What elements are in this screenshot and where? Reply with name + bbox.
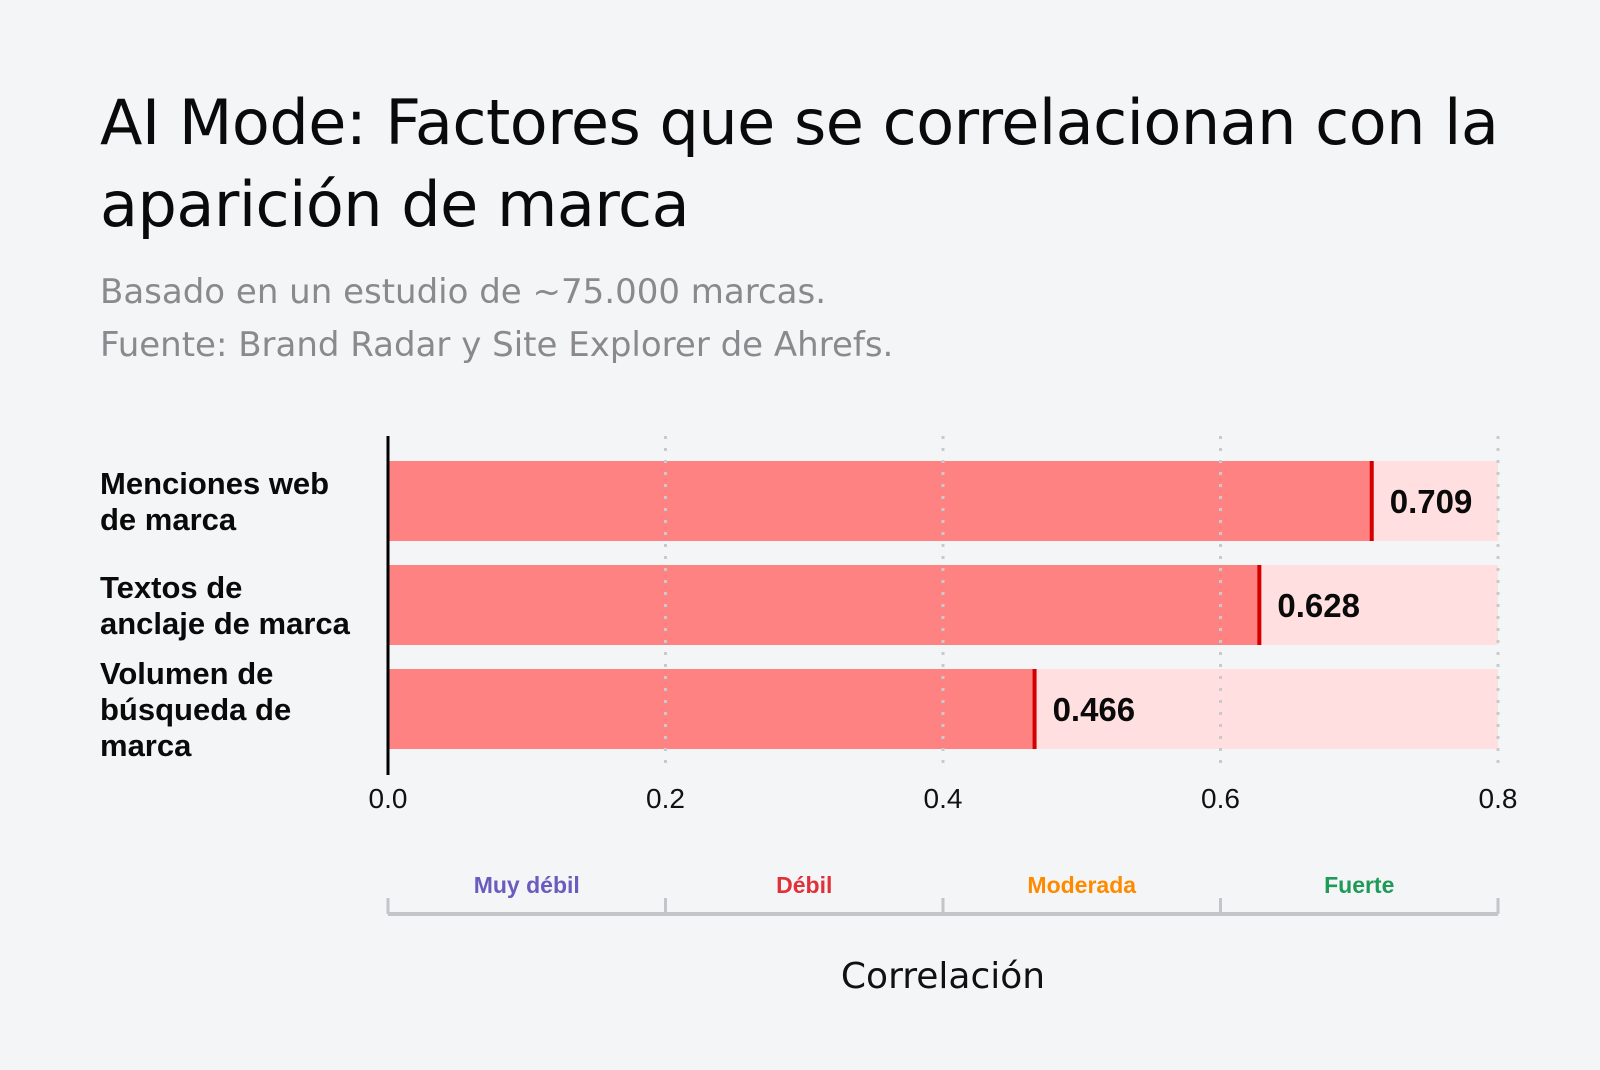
category-label-line: marca <box>100 728 192 763</box>
bar-end-marker <box>1369 461 1374 541</box>
bar <box>388 565 1260 645</box>
x-tick-label: 0.2 <box>646 783 685 814</box>
bar <box>388 461 1372 541</box>
subtitle-source: Fuente: Brand Radar y Site Explorer de A… <box>100 325 894 365</box>
value-label: 0.466 <box>1053 691 1136 728</box>
category-label-line: Volumen de <box>100 656 273 691</box>
x-tick-label: 0.4 <box>924 783 963 814</box>
chart-title: AI Mode: Factores que se correlacionan c… <box>100 86 1499 241</box>
x-tick-label: 0.6 <box>1201 783 1240 814</box>
chart-subtitle: Basado en un estudio de ~75.000 marcas. … <box>100 266 893 372</box>
value-label: 0.628 <box>1277 587 1360 624</box>
strength-band-label: Moderada <box>1027 872 1136 898</box>
category-label-line: anclaje de marca <box>100 606 351 641</box>
bar-end-marker <box>1032 669 1037 749</box>
value-label: 0.709 <box>1390 483 1473 520</box>
category-label: Menciones web de marca <box>100 466 329 537</box>
strength-band-label: Débil <box>776 872 832 898</box>
bar <box>388 669 1035 749</box>
x-axis-title: Correlación <box>841 956 1045 997</box>
strength-band-label: Fuerte <box>1324 872 1394 898</box>
category-label: Textos de anclaje de marca <box>100 570 351 641</box>
category-label-line: Textos de <box>100 570 242 605</box>
category-label-line: búsqueda de <box>100 692 291 727</box>
category-label-line: Menciones web <box>100 466 329 501</box>
x-tick-label: 0.8 <box>1479 783 1518 814</box>
category-label: Volumen de búsqueda de marca <box>100 656 291 763</box>
strength-band-label: Muy débil <box>474 872 580 898</box>
category-label-line: de marca <box>100 502 237 537</box>
x-tick-label: 0.0 <box>369 783 408 814</box>
subtitle-study: Basado en un estudio de ~75.000 marcas. <box>100 272 827 312</box>
bar-end-marker <box>1257 565 1262 645</box>
